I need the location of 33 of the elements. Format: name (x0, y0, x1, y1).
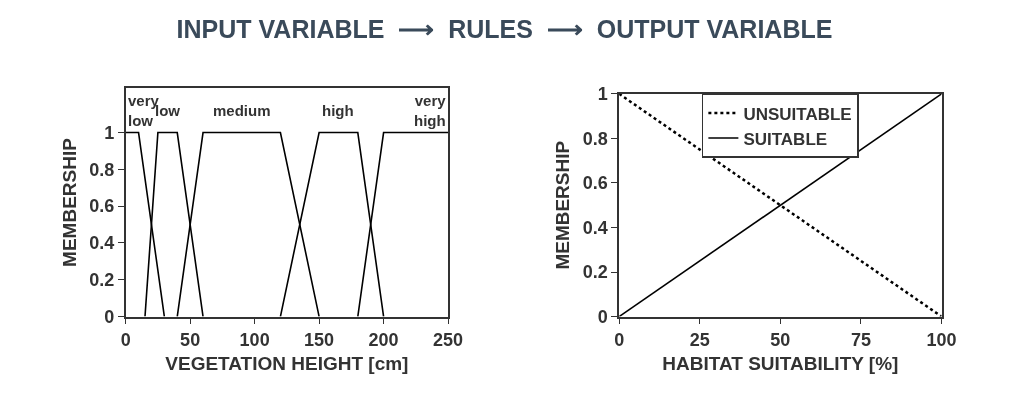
y-axis-title: MEMBERSHIP (552, 140, 574, 270)
text: INPUT VARIABLE ⟶ RULES ⟶ OUTPUT VARIABLE (176, 14, 833, 43)
y-tick-label: 0 (597, 306, 608, 327)
y-axis-title: MEMBERSHIP (58, 137, 80, 267)
x-tick-label: 50 (770, 329, 791, 350)
y-tick-label: 0.6 (582, 173, 608, 194)
y-tick-label: 0.8 (582, 128, 608, 149)
x-tick-label: 0 (120, 329, 131, 350)
x-tick-label: 75 (850, 329, 871, 350)
x-tick-label: 50 (180, 329, 201, 350)
series-label: very high (414, 92, 447, 129)
series-label: medium (213, 102, 271, 119)
y-tick-label: 0.2 (582, 262, 608, 283)
legend-label: SUITABLE (743, 129, 828, 149)
y-tick-label: 0 (104, 306, 115, 327)
y-tick-label: 0.4 (582, 217, 608, 238)
x-tick-label: 0 (614, 329, 625, 350)
x-axis-title: HABITAT SUITABILITY [%] (662, 353, 899, 375)
x-tick-label: 100 (239, 329, 270, 350)
y-tick-label: 1 (597, 84, 608, 105)
x-tick-label: 25 (689, 329, 710, 350)
x-tick-label: 200 (368, 329, 399, 350)
x-tick-label: 250 (433, 329, 464, 350)
y-tick-label: 0.2 (89, 270, 115, 291)
series-label: high (322, 102, 354, 119)
x-tick-label: 100 (926, 329, 957, 350)
y-tick-label: 0.6 (89, 196, 115, 217)
y-tick-label: 1 (104, 122, 115, 143)
legend-label: UNSUITABLE (743, 104, 852, 124)
x-tick-label: 150 (304, 329, 335, 350)
x-axis-title: VEGETATION HEIGHT [cm] (165, 353, 409, 375)
y-tick-label: 0.4 (89, 233, 115, 254)
y-tick-label: 0.8 (89, 159, 115, 180)
